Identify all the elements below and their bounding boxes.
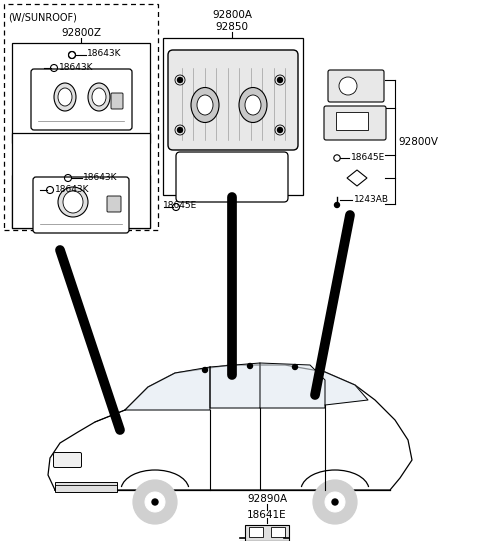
Circle shape	[332, 499, 338, 505]
FancyBboxPatch shape	[324, 106, 386, 140]
Bar	[4, 4, 158, 230]
Polygon shape	[48, 365, 412, 490]
FancyBboxPatch shape	[33, 177, 129, 233]
Polygon shape	[210, 363, 260, 408]
Text: 18643K: 18643K	[59, 63, 94, 71]
Text: 18643K: 18643K	[87, 49, 121, 58]
FancyBboxPatch shape	[107, 196, 121, 212]
Bar	[12, 175, 150, 228]
Circle shape	[178, 128, 182, 133]
FancyBboxPatch shape	[176, 152, 288, 202]
Ellipse shape	[88, 83, 110, 111]
Text: 18645E: 18645E	[351, 153, 385, 162]
Polygon shape	[325, 372, 368, 405]
FancyBboxPatch shape	[53, 452, 82, 467]
Circle shape	[133, 480, 177, 524]
Ellipse shape	[191, 88, 219, 122]
Circle shape	[203, 367, 207, 373]
FancyBboxPatch shape	[168, 50, 298, 150]
Text: 92850: 92850	[216, 22, 249, 32]
Bar	[271, 527, 285, 537]
Circle shape	[178, 77, 182, 82]
Ellipse shape	[239, 88, 267, 122]
Bar	[12, 43, 150, 143]
Polygon shape	[125, 367, 210, 410]
Ellipse shape	[54, 83, 76, 111]
Ellipse shape	[58, 187, 88, 217]
Ellipse shape	[63, 191, 83, 213]
Ellipse shape	[92, 88, 106, 106]
Ellipse shape	[339, 77, 357, 95]
Text: 92890A: 92890A	[247, 494, 287, 504]
Circle shape	[335, 202, 339, 208]
Circle shape	[152, 499, 158, 505]
Text: 18643K: 18643K	[55, 184, 89, 194]
Text: 18645E: 18645E	[163, 201, 197, 210]
Bar	[12, 133, 150, 228]
Circle shape	[277, 77, 283, 82]
Text: (W/SUNROOF): (W/SUNROOF)	[8, 12, 77, 22]
FancyBboxPatch shape	[111, 93, 123, 109]
Polygon shape	[347, 170, 367, 186]
Circle shape	[313, 480, 357, 524]
Text: 18641E: 18641E	[247, 510, 287, 520]
Polygon shape	[260, 363, 325, 408]
Bar	[163, 38, 303, 195]
Ellipse shape	[58, 88, 72, 106]
Text: 92800Z: 92800Z	[61, 28, 101, 38]
Text: 92800A: 92800A	[212, 10, 252, 20]
Text: 1243AB: 1243AB	[354, 195, 389, 203]
FancyBboxPatch shape	[328, 70, 384, 102]
Circle shape	[145, 492, 165, 512]
Bar	[249, 527, 263, 537]
FancyBboxPatch shape	[31, 69, 132, 130]
FancyBboxPatch shape	[245, 525, 289, 541]
Circle shape	[277, 128, 283, 133]
Circle shape	[248, 364, 252, 368]
Bar	[55, 482, 117, 492]
Bar	[336, 112, 368, 130]
Circle shape	[292, 365, 298, 370]
Text: 92800V: 92800V	[398, 137, 438, 147]
Ellipse shape	[245, 95, 261, 115]
Text: 92800Z: 92800Z	[61, 160, 101, 170]
Circle shape	[325, 492, 345, 512]
Ellipse shape	[197, 95, 213, 115]
Text: 18643K: 18643K	[83, 173, 118, 181]
